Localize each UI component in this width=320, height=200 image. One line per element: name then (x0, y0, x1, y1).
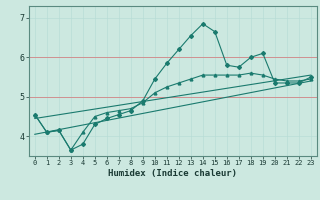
X-axis label: Humidex (Indice chaleur): Humidex (Indice chaleur) (108, 169, 237, 178)
